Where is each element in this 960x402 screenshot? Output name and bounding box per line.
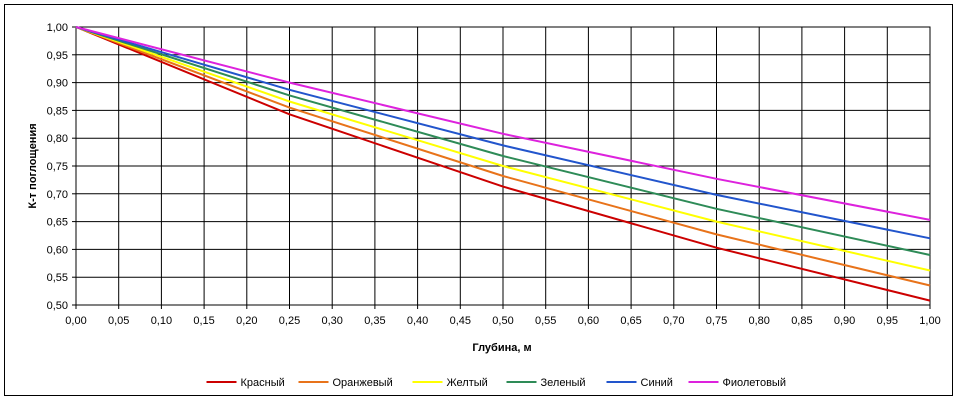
legend-item: Фиолетовый xyxy=(688,377,786,389)
x-tick-label: 0,10 xyxy=(151,315,172,327)
series-line xyxy=(75,26,931,287)
x-tick-label: 0,45 xyxy=(450,315,471,327)
series-line xyxy=(75,26,931,240)
x-tick-label: 1,00 xyxy=(919,315,940,327)
x-tick-label: 0,95 xyxy=(877,315,898,327)
plot-area-border xyxy=(75,26,931,306)
legend-item: Зеленый xyxy=(506,377,586,389)
x-tick-label: 0,65 xyxy=(620,315,641,327)
x-tick-label: 0,80 xyxy=(748,315,769,327)
x-tick-label: 0,60 xyxy=(578,315,599,327)
y-tick-label: 0,70 xyxy=(47,189,68,201)
x-tick-label: 0,75 xyxy=(706,315,727,327)
y-tick-label: 0,65 xyxy=(47,217,68,229)
x-tick-label: 0,35 xyxy=(364,315,385,327)
legend-item: Синий xyxy=(606,377,673,389)
legend-item: Желтый xyxy=(412,377,488,389)
y-tick-label: 0,60 xyxy=(47,244,68,256)
y-tick-label: 0,90 xyxy=(47,78,68,90)
y-tick-label: 0,55 xyxy=(47,272,68,284)
series-line xyxy=(75,26,931,221)
x-tick-label: 0,20 xyxy=(236,315,257,327)
legend-label: Синий xyxy=(641,377,673,389)
legend-label: Фиолетовый xyxy=(723,377,786,389)
x-tick-label: 0,30 xyxy=(321,315,342,327)
y-axis-title: К-т поглощения xyxy=(27,123,39,208)
y-tick-label: 0,95 xyxy=(47,50,68,62)
x-tick-label: 0,55 xyxy=(535,315,556,327)
legend-item: Оранжевый xyxy=(298,377,393,389)
x-tick-label: 0,00 xyxy=(65,315,86,327)
x-axis-tick-labels: 0,00 0,05 0,10 0,15 0,20 0,25 0,30 0,35 0,40 0,45… xyxy=(65,315,940,327)
x-tick-label: 0,05 xyxy=(108,315,129,327)
x-tick-label: 0,50 xyxy=(492,315,513,327)
legend-item: Красный xyxy=(206,377,285,389)
x-tick-label: 0,85 xyxy=(791,315,812,327)
x-tick-label: 0,15 xyxy=(193,315,214,327)
legend: Красный Оранжевый Желтый Зеленый Синий Фиолет… xyxy=(206,377,786,389)
x-tick-label: 0,40 xyxy=(407,315,428,327)
series-line xyxy=(75,26,931,302)
legend-label: Зеленый xyxy=(541,377,586,389)
y-tick-label: 1,00 xyxy=(47,22,68,34)
y-tick-label: 0,50 xyxy=(47,300,68,312)
legend-label: Желтый xyxy=(447,377,488,389)
y-axis-tick-labels: 0,50 0,55 0,60 0,65 0,70 0,75 0,80 0,85 0,90 0,95… xyxy=(47,22,68,312)
x-axis-title: Глубина, м xyxy=(472,342,531,354)
x-tick-label: 0,70 xyxy=(663,315,684,327)
chart-frame xyxy=(4,4,953,396)
series-line xyxy=(75,26,931,256)
grid-lines xyxy=(72,26,931,309)
series-line xyxy=(75,26,931,272)
x-tick-label: 0,90 xyxy=(834,315,855,327)
y-tick-label: 0,85 xyxy=(47,105,68,117)
legend-label: Красный xyxy=(241,377,285,389)
x-tick-label: 0,25 xyxy=(279,315,300,327)
series-lines xyxy=(75,26,931,302)
legend-label: Оранжевый xyxy=(333,377,393,389)
y-tick-label: 0,75 xyxy=(47,161,68,173)
y-tick-label: 0,80 xyxy=(47,133,68,145)
